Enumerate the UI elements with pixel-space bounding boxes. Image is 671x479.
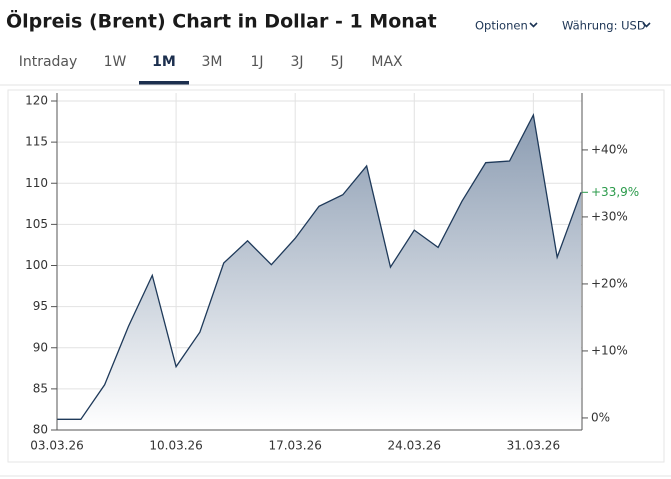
title: Ölpreis (Brent) Chart in Dollar - 1 Mona…	[6, 9, 437, 33]
y-tick-label: 95	[33, 299, 48, 313]
tab[interactable]: 1M	[152, 54, 176, 70]
y-tick-label: 120	[25, 94, 48, 108]
y2-tick-label: +40%	[591, 142, 628, 156]
tab[interactable]: 5J	[330, 54, 343, 70]
currency-menu[interactable]: Währung: USD	[562, 19, 646, 33]
tab[interactable]: MAX	[371, 54, 403, 70]
annotation: +33,9%	[591, 185, 639, 199]
x-tick-label: 03.03.26	[30, 439, 83, 453]
chart-frame	[7, 89, 665, 463]
y2-tick-label: 0%	[591, 410, 610, 424]
tab[interactable]: 1W	[104, 54, 127, 70]
y2-tick-label: +30%	[591, 209, 628, 223]
y2-tick-label: +20%	[591, 276, 628, 290]
y-tick-label: 90	[33, 340, 48, 354]
x-tick-label: 17.03.26	[268, 439, 321, 453]
y-tick-label: 100	[25, 258, 48, 272]
y2-tick-label: +10%	[591, 343, 628, 357]
y-tick-label: 80	[33, 423, 48, 437]
tab[interactable]: 3M	[202, 54, 223, 70]
y-tick-label: 105	[25, 217, 48, 231]
y-tick-label: 115	[25, 135, 48, 149]
y-tick-label: 85	[33, 381, 48, 395]
tab[interactable]: 1J	[250, 54, 263, 70]
x-tick-label: 24.03.26	[388, 439, 441, 453]
tab[interactable]: 3J	[290, 54, 303, 70]
x-tick-label: 31.03.26	[507, 439, 560, 453]
line	[57, 112, 582, 420]
x-tick-label: 10.03.26	[149, 439, 202, 453]
active-tab-underline	[139, 81, 189, 85]
tabs: Intraday 1W 1M 3M 1J 3J 5J MAX	[19, 54, 403, 85]
area	[57, 114, 581, 431]
tab[interactable]: Intraday	[19, 54, 78, 70]
chevron	[642, 22, 651, 28]
options-menu[interactable]: Optionen	[475, 19, 528, 33]
y-tick-label: 110	[25, 176, 48, 190]
chevron	[529, 22, 538, 28]
